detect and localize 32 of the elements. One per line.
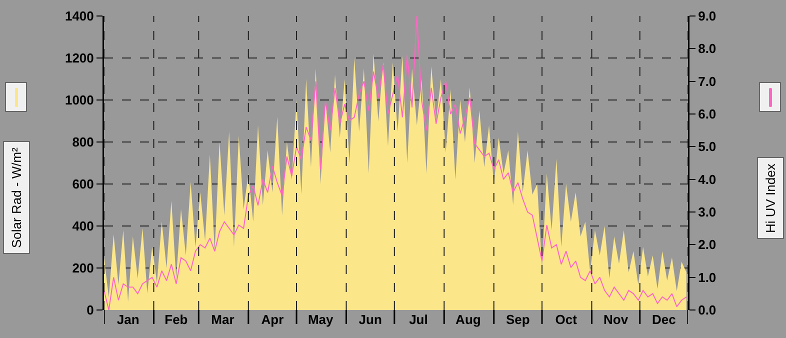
- y-tick-label: 200: [72, 260, 94, 276]
- y-tick-label: 1200: [64, 50, 94, 66]
- y2-tick-label: 9.0: [698, 8, 716, 24]
- y2-axis-title: Hi UV Index: [763, 163, 778, 233]
- y-tick-label: 600: [72, 176, 94, 192]
- y-tick-label: 400: [72, 218, 94, 234]
- y2-tick-label: 7.0: [698, 74, 716, 89]
- x-tick-label: Jun: [358, 312, 382, 327]
- x-tick-label: Dec: [652, 312, 676, 327]
- y2-tick-label: 0.0: [698, 302, 716, 318]
- x-tick-label: Jan: [116, 312, 140, 327]
- y2-tick-label: 8.0: [698, 41, 716, 56]
- y-tick-label: 0: [86, 302, 94, 318]
- x-tick-label: Mar: [211, 312, 234, 327]
- y-tick-label: 1000: [64, 92, 94, 108]
- y2-tick-label: 2.0: [698, 237, 716, 252]
- y2-tick-label: 6.0: [698, 106, 716, 122]
- y2-tick-label: 4.0: [698, 172, 716, 187]
- x-tick-label: Jul: [409, 312, 428, 327]
- y2-tick-label: 3.0: [698, 204, 716, 220]
- x-tick-label: May: [308, 312, 334, 327]
- y-tick-label: 1400: [64, 8, 94, 24]
- x-tick-label: Aug: [456, 312, 481, 327]
- x-tick-label: Sep: [506, 312, 530, 327]
- x-tick-label: Apr: [261, 312, 284, 327]
- y2-tick-label: 1.0: [698, 270, 716, 285]
- x-tick-label: Nov: [604, 312, 629, 327]
- y2-tick-label: 5.0: [698, 139, 716, 154]
- y-axis-title: Solar Rad - W/m²: [9, 146, 24, 248]
- y-tick-label: 800: [72, 134, 94, 150]
- x-tick-label: Feb: [164, 312, 188, 327]
- x-tick-label: Oct: [555, 312, 578, 327]
